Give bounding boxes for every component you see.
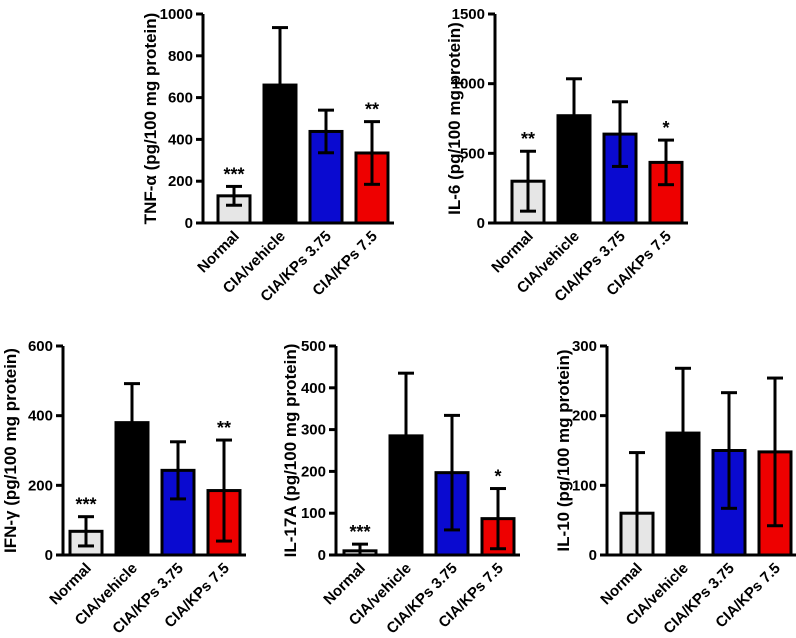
y-tick-label: 500 [460,145,485,162]
y-tick-label: 200 [168,173,193,190]
significance-mark: * [662,118,669,138]
significance-mark: *** [75,495,96,515]
y-tick-label: 200 [572,408,597,425]
significance-mark: *** [223,164,244,184]
y-tick-label: 100 [572,477,597,494]
bar [160,468,196,557]
y-tick-label: 400 [301,380,326,397]
y-tick-label: 0 [589,547,597,564]
y-tick-label: 300 [572,338,597,355]
y-tick-label: 200 [28,477,53,494]
y-tick-label: 0 [477,215,485,232]
y-tick-label: 0 [185,215,193,232]
y-axis-title: IFN-γ (pg/100 mg protein) [1,348,20,553]
y-axis-title: IL-17A (pg/100 mg protein) [281,344,300,558]
significance-mark: * [494,467,501,487]
y-tick-label: 600 [168,90,193,107]
y-tick-label: 400 [168,131,193,148]
y-tick-label: 600 [28,338,53,355]
y-tick-label: 500 [301,338,326,355]
y-axis-title: TNF-α (pg/100 mg protein) [141,13,160,225]
y-tick-label: 0 [45,547,53,564]
y-tick-label: 1000 [452,76,485,93]
y-tick-label: 0 [318,547,326,564]
significance-mark: ** [521,129,535,149]
y-tick-label: 1000 [160,6,193,23]
significance-mark: ** [217,418,231,438]
y-tick-label: 400 [28,408,53,425]
y-axis-title: IL-10 (pg/100 mg protein) [554,349,573,551]
y-tick-label: 1500 [452,6,485,23]
y-tick-label: 200 [301,463,326,480]
significance-mark: ** [365,100,379,120]
y-tick-label: 300 [301,422,326,439]
y-axis-title: IL-6 (pg/100 mg protein) [445,22,464,215]
significance-mark: *** [349,522,370,542]
y-tick-label: 800 [168,48,193,65]
y-tick-label: 100 [301,505,326,522]
